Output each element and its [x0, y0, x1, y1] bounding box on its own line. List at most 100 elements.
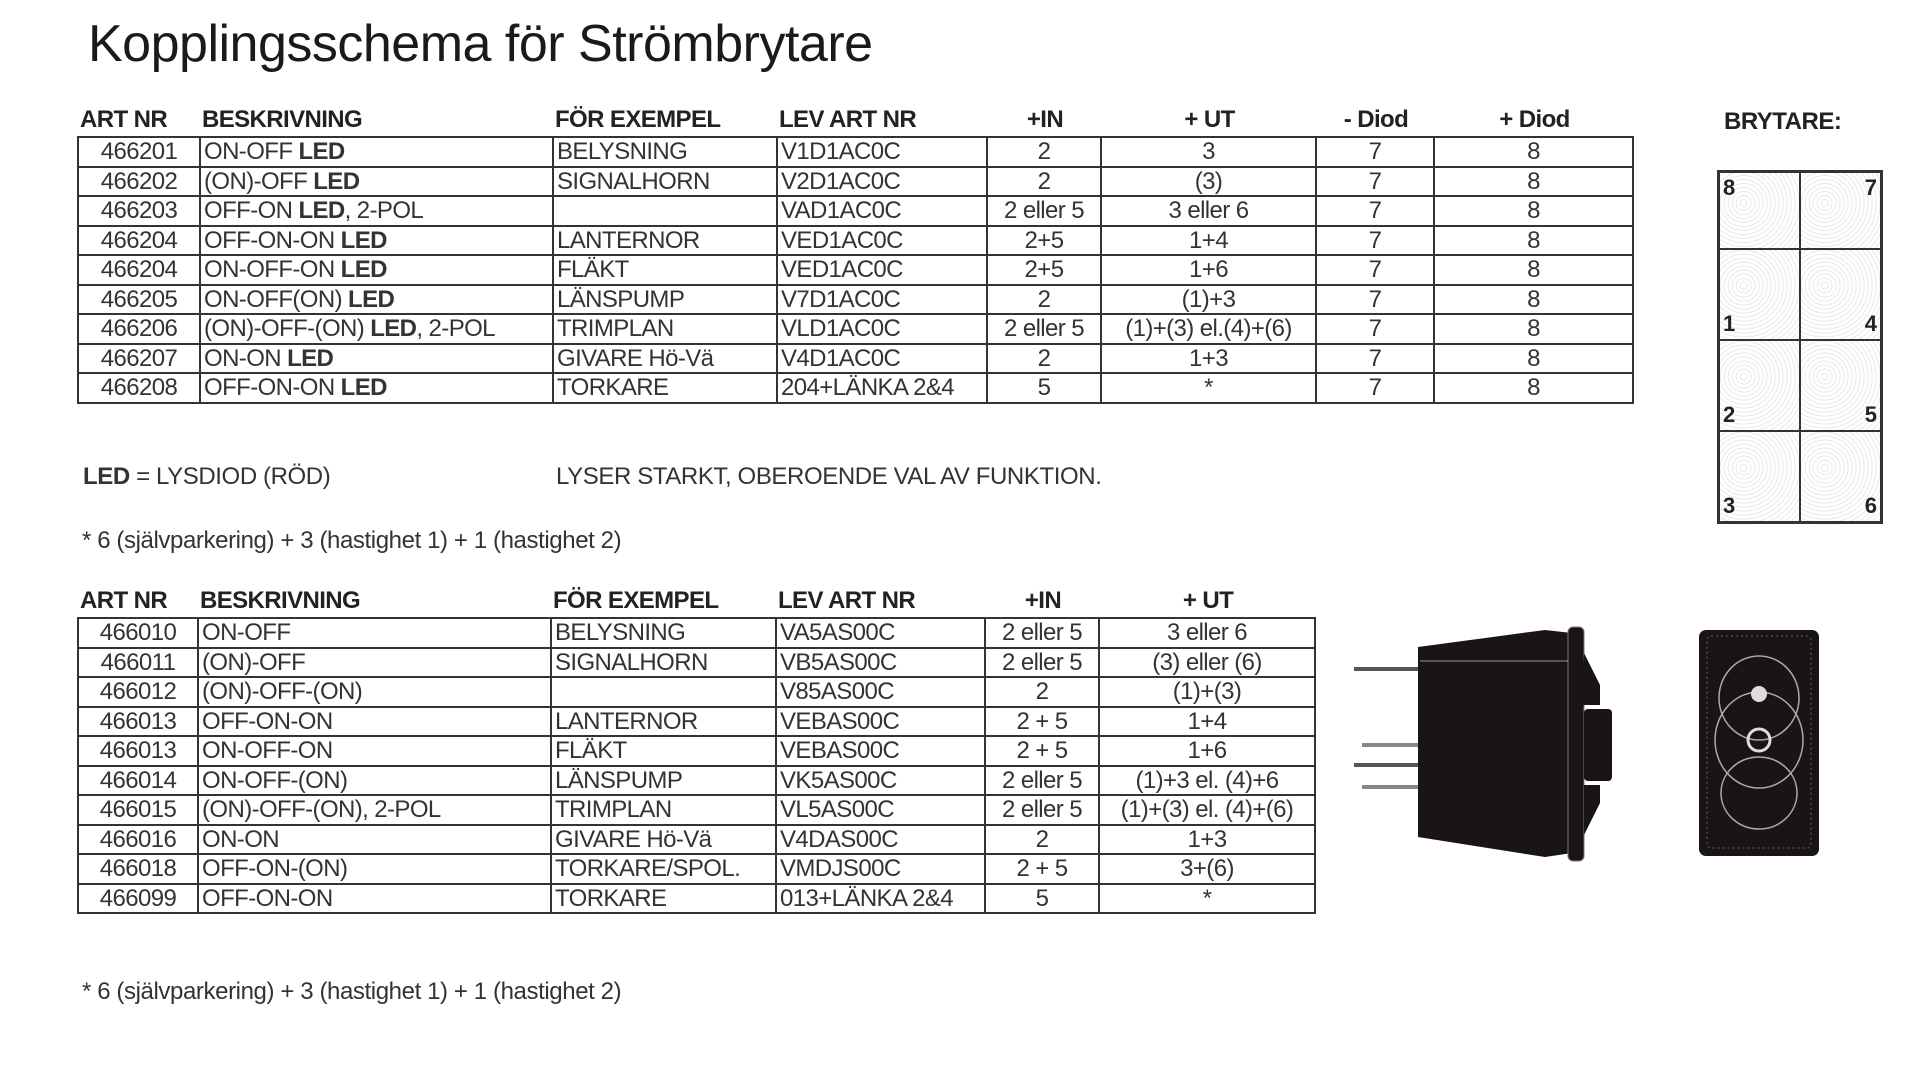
column-header: + UT	[1182, 587, 1234, 614]
switch-side-view-image	[1354, 626, 1612, 862]
cell-art: 466018	[77, 853, 199, 885]
desc-text: OFF-ON	[204, 197, 299, 225]
column-header: +IN	[1026, 106, 1064, 133]
table-row: 466099 OFF-ON-ON TORKARE 013+LÄNKA 2&4 5 *	[77, 882, 1316, 914]
cell-art: 466204	[77, 224, 201, 256]
cell-lev: V2D1AC0C	[776, 165, 988, 197]
desc-text: ON-OFF-ON	[204, 256, 341, 284]
cell-dplus: 8	[1433, 254, 1634, 286]
cell-ut: *	[1100, 372, 1317, 404]
cell-ex: TORKARE/SPOL.	[550, 853, 777, 885]
table-row: 466203 OFF-ON LED, 2-POL VAD1AC0C 2 eller 5…	[77, 195, 1634, 227]
led-tag: LED	[370, 315, 417, 343]
column-header: +IN	[1024, 587, 1062, 614]
pin-diagram: 8 7 1 4 2 5 3 6	[1717, 170, 1883, 524]
cell-in: 2 eller 5	[984, 646, 1100, 678]
cell-ut: (1)+(3) el. (4)+(6)	[1098, 794, 1316, 826]
table-row: 466014 ON-OFF-(ON) LÄNSPUMP VK5AS00C 2 eller…	[77, 764, 1316, 796]
cell-lev: VED1AC0C	[776, 224, 988, 256]
pin-number: 7	[1864, 175, 1877, 200]
cell-ex: FLÄKT	[552, 254, 778, 286]
cell-dminus: 7	[1315, 372, 1435, 404]
cell-dplus: 8	[1433, 372, 1634, 404]
cell-desc: OFF-ON LED, 2-POL	[199, 195, 554, 227]
cell-dplus: 8	[1433, 195, 1634, 227]
table-row: 466208 OFF-ON-ON LED TORKARE 204+LÄNKA 2&4 5…	[77, 372, 1634, 404]
column-header: FÖR EXEMPEL	[555, 106, 721, 133]
cell-ut: 1+4	[1100, 224, 1317, 256]
pin-number: 6	[1864, 493, 1877, 518]
pin-number: 3	[1723, 493, 1736, 518]
cell-lev: VED1AC0C	[776, 254, 988, 286]
table-row: 466207 ON-ON LED GIVARE Hö-Vä V4D1AC0C 2 1+3 7…	[77, 342, 1634, 374]
cell-ex: GIVARE Hö-Vä	[552, 342, 778, 374]
column-header: FÖR EXEMPEL	[553, 587, 719, 614]
cell-in: 2	[986, 283, 1102, 315]
cell-art: 466207	[77, 342, 201, 374]
column-header: - Diod	[1343, 106, 1409, 133]
table-row: 466016 ON-ON GIVARE Hö-Vä V4DAS00C 2 1+3	[77, 823, 1316, 855]
cell-art: 466013	[77, 735, 199, 767]
cell-lev: VAD1AC0C	[776, 195, 988, 227]
footnote: * 6 (självparkering) + 3 (hastighet 1) +…	[82, 527, 622, 554]
cell-lev: V4D1AC0C	[776, 342, 988, 374]
cell-dminus: 7	[1315, 195, 1435, 227]
cell-dminus: 7	[1315, 342, 1435, 374]
cell-ut: 3	[1100, 136, 1317, 168]
cell-dminus: 7	[1315, 136, 1435, 168]
standard-switch-table: ART NR BESKRIVNING FÖR EXEMPEL LEV ART NR +I…	[77, 585, 1316, 914]
cell-art: 466205	[77, 283, 201, 315]
pin-number: 1	[1723, 311, 1736, 336]
cell-lev: VEBAS00C	[775, 735, 986, 767]
column-header: ART NR	[80, 106, 168, 133]
cell-desc: ON-OFF-ON	[197, 735, 552, 767]
cell-dminus: 7	[1315, 254, 1435, 286]
desc-text: ON-OFF(ON)	[204, 285, 349, 313]
cell-ut: (1)+(3) el.(4)+(6)	[1100, 313, 1317, 345]
cell-lev: V85AS00C	[775, 676, 986, 708]
cell-lev: 013+LÄNKA 2&4	[775, 882, 986, 914]
cell-in: 5	[984, 882, 1100, 914]
cell-ex: TORKARE	[550, 882, 777, 914]
pin-cell: 6	[1800, 431, 1881, 522]
cell-desc: OFF-ON-(ON)	[197, 853, 552, 885]
cell-lev: VMDJS00C	[775, 853, 986, 885]
cell-dplus: 8	[1433, 313, 1634, 345]
column-header: ART NR	[80, 587, 168, 614]
table-row: 466013 OFF-ON-ON LANTERNOR VEBAS00C 2 + 5 1+4	[77, 705, 1316, 737]
cell-art: 466014	[77, 764, 199, 796]
cell-ut: *	[1098, 882, 1316, 914]
cell-dminus: 7	[1315, 313, 1435, 345]
cell-desc: (ON)-OFF	[197, 646, 552, 678]
desc-suffix: , 2-POL	[416, 315, 495, 343]
led-tag: LED	[340, 374, 388, 402]
cell-desc: OFF-ON-ON LED	[199, 224, 554, 256]
cell-lev: VB5AS00C	[775, 646, 986, 678]
cell-lev: V4DAS00C	[775, 823, 986, 855]
cell-ex: BELYSNING	[550, 617, 777, 649]
cell-dplus: 8	[1433, 224, 1634, 256]
pin-cell: 8	[1719, 172, 1800, 249]
cell-ut: (3)	[1100, 165, 1317, 197]
table-header-row: ART NR BESKRIVNING FÖR EXEMPEL LEV ART NR +I…	[78, 104, 1633, 137]
cell-in: 2 + 5	[984, 705, 1100, 737]
cell-ut: 1+6	[1098, 735, 1316, 767]
table-row: 466201 ON-OFF LED BELYSNING V1D1AC0C 2 3 7 8	[77, 136, 1634, 168]
cell-lev: VL5AS00C	[775, 794, 986, 826]
cell-in: 2 eller 5	[984, 794, 1100, 826]
cell-desc: ON-OFF-(ON)	[197, 764, 552, 796]
pin-number: 8	[1723, 175, 1736, 200]
pin-cell: 1	[1719, 249, 1800, 340]
column-header: + Diod	[1499, 106, 1570, 133]
cell-ut: 3 eller 6	[1100, 195, 1317, 227]
cell-ex: GIVARE Hö-Vä	[550, 823, 777, 855]
cell-in: 2+5	[986, 224, 1102, 256]
pin-cell: 5	[1800, 340, 1881, 431]
led-switch-table: ART NR BESKRIVNING FÖR EXEMPEL LEV ART NR +I…	[77, 104, 1634, 404]
table-row: 466015 (ON)-OFF-(ON), 2-POL TRIMPLAN VL5AS0…	[77, 794, 1316, 826]
desc-text: OFF-ON-ON	[204, 374, 341, 402]
column-header: BESKRIVNING	[200, 587, 361, 614]
cell-lev: VLD1AC0C	[776, 313, 988, 345]
cell-ex: SIGNALHORN	[552, 165, 778, 197]
cell-in: 2 eller 5	[986, 313, 1102, 345]
